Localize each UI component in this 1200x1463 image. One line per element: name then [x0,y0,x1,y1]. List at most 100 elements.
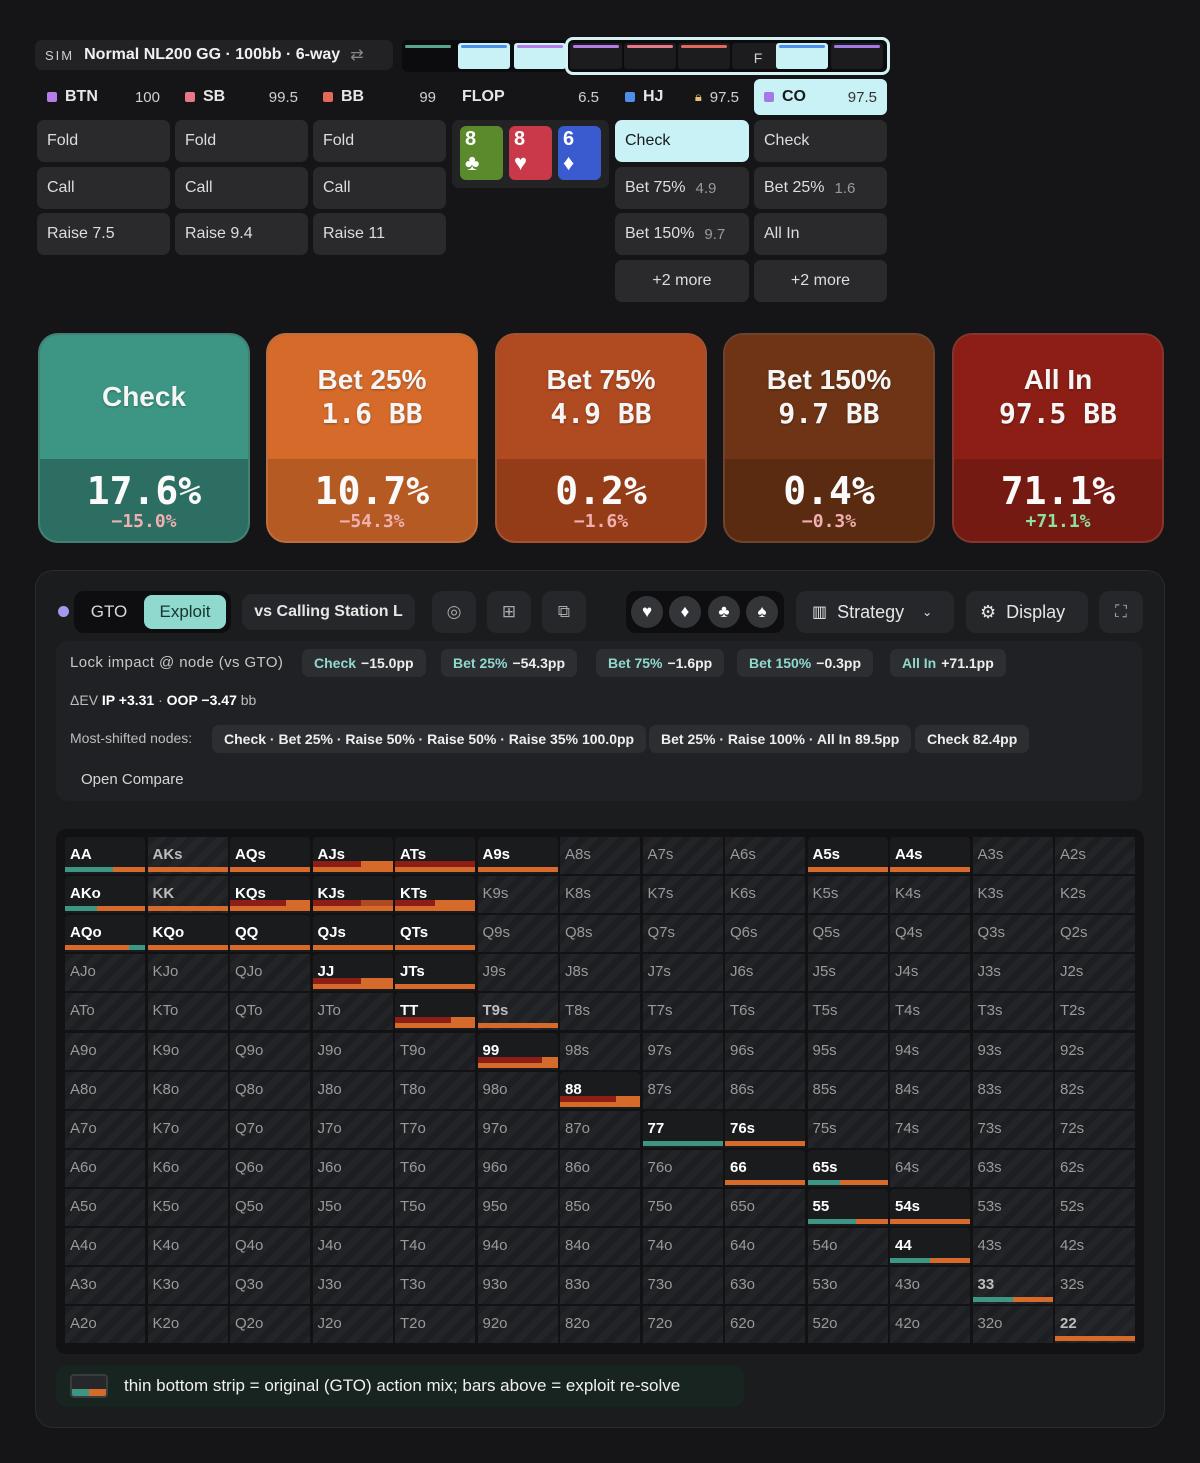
hand-cell[interactable]: 84s [890,1071,970,1109]
hand-cell[interactable]: 99 [477,1032,558,1070]
co-action-check[interactable]: Check [754,120,887,162]
seat-action-button[interactable]: Call [37,166,170,209]
hand-cell[interactable]: 54s [890,1188,970,1226]
hand-cell[interactable]: KJs [312,876,393,914]
swap-icon[interactable]: ⇄ [350,47,364,64]
hand-cell[interactable]: Q6s [725,915,805,953]
hand-cell[interactable]: 73o [642,1267,723,1305]
hand-cell[interactable]: K4s [890,876,970,914]
hand-cell[interactable]: J6s [725,954,805,992]
hand-cell[interactable]: A9o [65,1032,145,1070]
hand-cell[interactable]: Q2o [230,1306,310,1344]
hand-cell[interactable]: 85s [807,1071,888,1109]
hand-cell[interactable]: 55 [807,1188,888,1226]
hand-cell[interactable]: 52s [1055,1188,1135,1226]
hand-cell[interactable]: Q3o [230,1267,310,1305]
hand-cell[interactable]: 88 [560,1071,640,1109]
action-summary-card[interactable]: Check 17.6% −15.0% [38,333,250,543]
hand-cell[interactable]: K9s [477,876,558,914]
hand-cell[interactable]: JJ [312,954,393,992]
seat-action-button[interactable]: Call [175,166,308,209]
hand-cell[interactable]: T2o [395,1306,475,1344]
timeline-step[interactable] [514,43,566,69]
hand-cell[interactable]: Q8o [230,1071,310,1109]
seat-hj-header[interactable]: HJ 🔒︎ 97.5 [615,81,749,113]
hand-cell[interactable]: KQo [147,915,228,953]
hand-cell[interactable]: T5o [395,1188,475,1226]
hj-action-bet75[interactable]: Bet 75% 4.9 [615,167,749,209]
hand-cell[interactable]: J9s [477,954,558,992]
hand-cell[interactable]: J2o [312,1306,393,1344]
display-button[interactable]: ⚙ Display [966,591,1088,633]
hand-cell[interactable]: T7s [642,993,723,1031]
hand-cell[interactable]: 73s [972,1110,1053,1148]
hand-cell[interactable]: A9s [477,837,558,874]
hand-cell[interactable]: J7s [642,954,723,992]
hand-cell[interactable]: KJo [147,954,228,992]
hand-cell[interactable]: 32s [1055,1267,1135,1305]
hand-cell[interactable]: KTs [395,876,475,914]
hand-cell[interactable]: 33 [972,1267,1053,1305]
hand-cell[interactable]: J9o [312,1032,393,1070]
seat-sb-header[interactable]: SB 99.5 [175,81,308,113]
copy-icon[interactable]: ⧉ [542,591,586,633]
hand-cell[interactable]: KTo [147,993,228,1031]
hand-cell[interactable]: 64s [890,1149,970,1187]
hand-cell[interactable]: K8s [560,876,640,914]
action-summary-card[interactable]: All In 97.5 BB 71.1% +71.1% [952,333,1164,543]
hand-cell[interactable]: Q4s [890,915,970,953]
hand-cell[interactable]: JTs [395,954,475,992]
hand-cell[interactable]: K5o [147,1188,228,1226]
hand-cell[interactable]: K3o [147,1267,228,1305]
hand-cell[interactable]: QQ [230,915,310,953]
hand-cell[interactable]: A8o [65,1071,145,1109]
hand-cell[interactable]: T9s [477,993,558,1031]
timeline-step[interactable] [570,43,622,69]
hand-cell[interactable]: 97o [477,1110,558,1148]
seat-action-button[interactable]: Raise 9.4 [175,213,308,255]
hand-cell[interactable]: 96s [725,1032,805,1070]
hand-cell[interactable]: 75o [642,1188,723,1226]
hand-cell[interactable]: K9o [147,1032,228,1070]
timeline-step[interactable] [624,43,676,69]
hand-cell[interactable]: K8o [147,1071,228,1109]
seat-co-header[interactable]: CO 97.5 [754,79,887,115]
seat-btn-header[interactable]: BTN 100 [37,81,170,113]
hand-cell[interactable]: QTo [230,993,310,1031]
hand-cell[interactable]: J8s [560,954,640,992]
hand-cell[interactable]: AJo [65,954,145,992]
hand-cell[interactable]: A4s [890,837,970,874]
hand-cell[interactable]: T8o [395,1071,475,1109]
hand-cell[interactable]: A6o [65,1149,145,1187]
hand-cell[interactable]: 83o [560,1267,640,1305]
hand-cell[interactable]: ATo [65,993,145,1031]
sim-selector[interactable]: SIM Normal NL200 GG · 100bb · 6-way ⇄ [35,40,393,70]
hand-cell[interactable]: 82s [1055,1071,1135,1109]
co-action-bet25[interactable]: Bet 25% 1.6 [754,167,887,209]
hand-cell[interactable]: JTo [312,993,393,1031]
hand-cell[interactable]: T6o [395,1149,475,1187]
action-timeline[interactable]: F [402,37,890,75]
seat-action-button[interactable]: Raise 7.5 [37,213,170,255]
action-summary-card[interactable]: Bet 150% 9.7 BB 0.4% −0.3% [723,333,935,543]
hand-cell[interactable]: 76s [725,1110,805,1148]
hand-cell[interactable]: Q3s [972,915,1053,953]
hand-cell[interactable]: Q4o [230,1228,310,1265]
hand-cell[interactable]: J2s [1055,954,1135,992]
hand-cell[interactable]: J4o [312,1228,393,1265]
hand-cell[interactable]: A3s [972,837,1053,874]
hand-cell[interactable]: K3s [972,876,1053,914]
strategy-dropdown[interactable]: ▥ Strategy ⌄ [796,591,954,633]
hand-cell[interactable]: Q8s [560,915,640,953]
hand-cell[interactable]: 63s [972,1149,1053,1187]
shifted-node-chip[interactable]: Check 82.4pp [915,725,1030,753]
hand-cell[interactable]: 43s [972,1228,1053,1265]
seat-action-button[interactable]: Raise 11 [313,213,446,255]
mode-toggle[interactable]: GTO Exploit [74,591,231,633]
hand-cell[interactable]: A3o [65,1267,145,1305]
hand-cell[interactable]: 95o [477,1188,558,1226]
hand-cell[interactable]: T6s [725,993,805,1031]
hand-cell[interactable]: 54o [807,1228,888,1265]
open-compare-link[interactable]: Open Compare [81,771,184,788]
opponent-profile[interactable]: vs Calling Station L [242,594,415,630]
